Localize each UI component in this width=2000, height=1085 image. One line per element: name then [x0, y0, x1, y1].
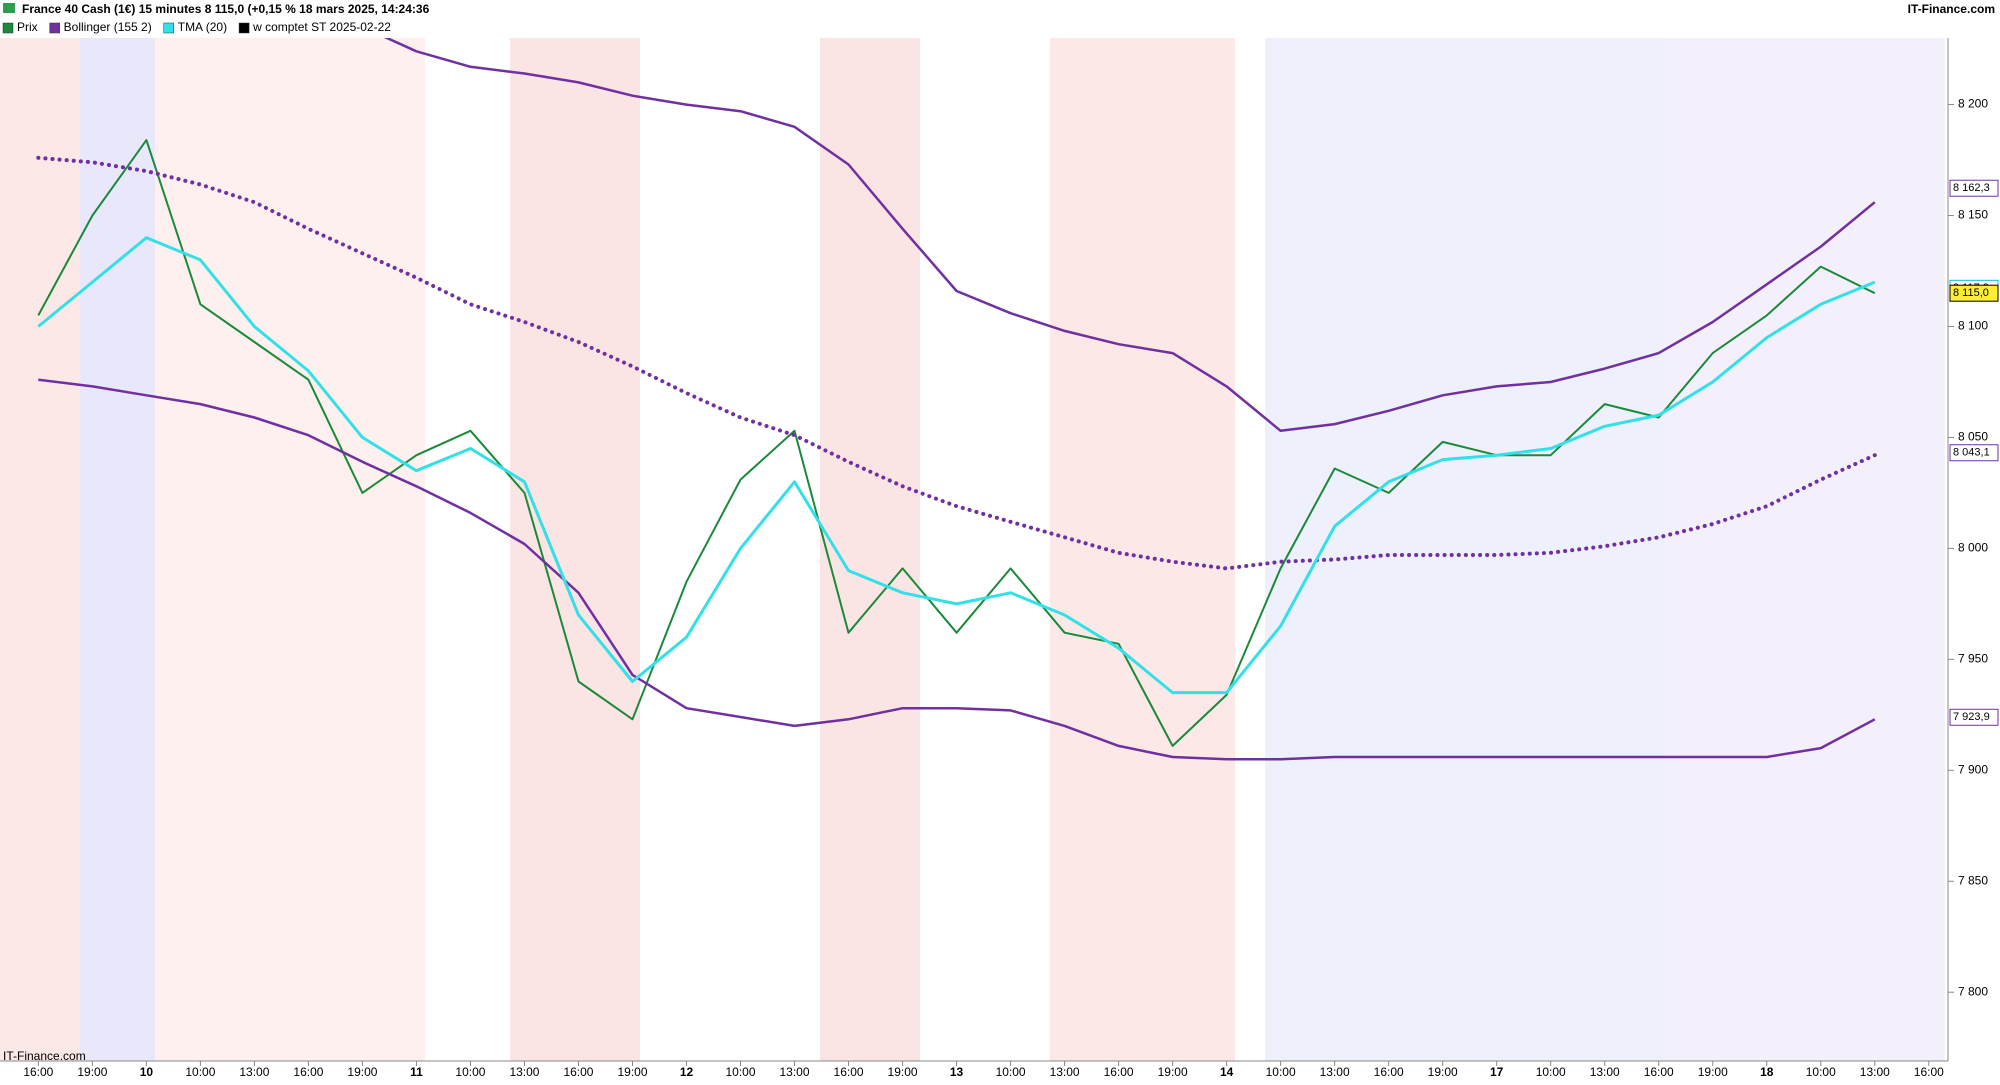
shade — [1665, 38, 1945, 1061]
tma-line — [37, 236, 1876, 695]
bollinger-lower — [38, 378, 1876, 761]
x-tick-label: 19:00 — [77, 1065, 107, 1079]
x-tick-label: 16:00 — [1104, 1065, 1134, 1079]
shade — [80, 38, 155, 1061]
legend-swatch — [238, 22, 250, 34]
source: IT-Finance.com — [1908, 2, 1995, 16]
value-tag — [1949, 179, 1999, 197]
logo-icon — [3, 3, 15, 13]
y-tick-label: 8 000 — [1958, 541, 1988, 555]
x-tick-label: 16:00 — [834, 1065, 864, 1079]
x-tick-label: 16:00 — [23, 1065, 53, 1079]
x-tick-label: 19:00 — [1158, 1065, 1188, 1079]
x-tick-label: 13:00 — [1320, 1065, 1350, 1079]
chart-title: France 40 Cash (1€) 15 minutes 8 115,0 (… — [22, 2, 430, 16]
legend: Prix Bollinger (155 2) TMA (20) w comptet S… — [2, 20, 391, 34]
value-tag-label: 8 043,1 — [1953, 447, 1990, 459]
shade — [0, 38, 80, 1061]
x-tick-label: 18 — [1760, 1065, 1774, 1079]
y-tick-label: 8 150 — [1958, 208, 1988, 222]
bollinger-upper — [383, 38, 1876, 433]
y-tick-label: 7 850 — [1958, 873, 1988, 887]
shade — [155, 38, 425, 1061]
y-tick-label: 8 050 — [1958, 430, 1988, 444]
bollinger-middle — [36, 155, 1877, 571]
x-tick-label: 16:00 — [1374, 1065, 1404, 1079]
x-tick-label: 16:00 — [1644, 1065, 1674, 1079]
x-tick-label: 16:00 — [1914, 1065, 1944, 1079]
shade — [1050, 38, 1235, 1061]
value-tag-label: 7 923,9 — [1953, 711, 1990, 723]
x-tick-label: 13:00 — [239, 1065, 269, 1079]
x-tick-label: 13:00 — [1860, 1065, 1890, 1079]
legend-label: Prix — [17, 20, 38, 34]
x-tick-label: 11 — [410, 1065, 423, 1079]
x-tick-label: 19:00 — [617, 1065, 647, 1079]
x-tick-label: 16:00 — [563, 1065, 593, 1079]
legend-swatch — [49, 22, 60, 34]
y-tick-label: 8 100 — [1958, 319, 1988, 333]
x-tick-label: 14 — [1220, 1065, 1234, 1079]
value-tag-label: 8 115,0 — [1953, 287, 1989, 299]
x-tick-label: 12 — [680, 1065, 694, 1079]
y-tick-label: 8 200 — [1958, 97, 1988, 111]
value-tag — [1949, 284, 1999, 302]
x-tick-label: 19:00 — [888, 1065, 918, 1079]
x-tick-label: 10:00 — [185, 1065, 215, 1079]
price-line — [37, 139, 1876, 747]
legend-label: TMA (20) — [178, 20, 227, 34]
value-tag — [1949, 708, 1999, 726]
y-tick-label: 7 950 — [1958, 652, 1988, 666]
x-tick-label: 10:00 — [1266, 1065, 1296, 1079]
x-tick-label: 16:00 — [293, 1065, 323, 1079]
value-tag — [1949, 444, 1999, 462]
x-tick-label: 19:00 — [347, 1065, 377, 1079]
shade — [1265, 38, 1665, 1061]
x-tick-label: 13:00 — [780, 1065, 810, 1079]
x-tick-label: 13:00 — [1590, 1065, 1620, 1079]
plot-area — [36, 38, 1877, 761]
x-tick-label: 13 — [950, 1065, 964, 1079]
x-tick-label: 10:00 — [996, 1065, 1026, 1079]
x-tick-label: 17 — [1490, 1065, 1504, 1079]
x-tick-label: 19:00 — [1698, 1065, 1728, 1079]
x-tick-label: 10 — [140, 1065, 154, 1079]
y-tick-label: 7 800 — [1958, 984, 1988, 998]
x-tick-label: 10:00 — [1806, 1065, 1836, 1079]
legend-label: Bollinger (155 2) — [64, 20, 152, 34]
legend-swatch — [163, 22, 174, 34]
legend-swatch — [2, 22, 14, 34]
x-tick-label: 10:00 — [1536, 1065, 1566, 1079]
legend-label: w comptet ST 2025-02-22 — [252, 20, 391, 34]
axes: 7 800 7 850 7 900 7 950 8 000 8 050 8 100 8 150… — [23, 97, 1999, 1079]
x-tick-label: 10:00 — [455, 1065, 485, 1079]
x-tick-label: 10:00 — [725, 1065, 755, 1079]
value-tag-label: 8 162,3 — [1953, 182, 1990, 194]
x-tick-label: 13:00 — [509, 1065, 539, 1079]
x-tick-label: 19:00 — [1428, 1065, 1458, 1079]
watermark: IT-Finance.com — [3, 1049, 86, 1063]
x-tick-label: 13:00 — [1050, 1065, 1080, 1079]
y-tick-label: 7 900 — [1958, 762, 1988, 776]
